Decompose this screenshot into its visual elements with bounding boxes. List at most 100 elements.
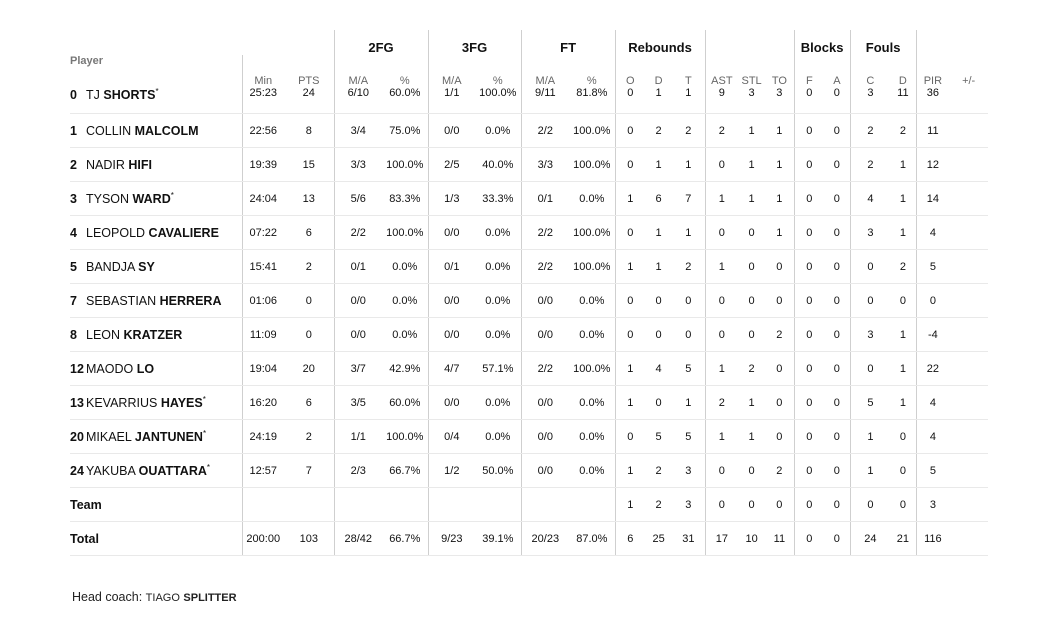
stat-ft-pct: 0.0% (569, 317, 616, 352)
player-cell[interactable]: 1 COLLIN MALCOLM (70, 113, 242, 148)
column-header-ast[interactable]: AST (704, 55, 739, 87)
player-cell[interactable]: 20 MIKAEL JANTUNEN* (70, 419, 242, 454)
stat-2fg-ma: 3/7 (333, 351, 383, 386)
column-header-min[interactable]: Min (241, 55, 284, 87)
stat-plus-minus (949, 317, 989, 352)
stat-ft-pct: 100.0% (569, 147, 616, 182)
stat-foul-c: 2 (849, 147, 891, 182)
column-header-reb-o[interactable]: O (614, 55, 646, 87)
team-label: Team (70, 487, 242, 522)
stat-pts: 7 (284, 453, 335, 488)
group-header-ft: FT (520, 30, 616, 55)
column-header-pts[interactable]: PTS (298, 75, 320, 87)
column-header-pir[interactable]: PIR (915, 55, 950, 87)
stat-foul-c: 0 (849, 487, 891, 522)
stat-stl: 1 (738, 181, 766, 216)
stat-3fg-pct: 39.1% (475, 521, 522, 556)
group-header-rebounds: Rebounds (614, 30, 706, 55)
stat-foul-c: 3 (849, 87, 891, 114)
player-cell[interactable]: 0 TJ SHORTS* (70, 87, 242, 114)
stat-blk-f: 0 (793, 317, 825, 352)
stat-pts: 20 (284, 351, 335, 386)
stat-3fg-pct: 57.1% (475, 351, 522, 386)
column-header-foul-c[interactable]: C (849, 55, 891, 87)
player-cell[interactable]: 5 BANDJA SY (70, 249, 242, 284)
column-header-foul-d[interactable]: D (898, 75, 907, 87)
stat-pts: 6 (284, 385, 335, 420)
player-cell[interactable]: 8 LEON KRATZER (70, 317, 242, 352)
column-header-reb-t[interactable]: T (684, 75, 692, 87)
player-cell[interactable]: 12 MAODO LO (70, 351, 242, 386)
player-cell[interactable]: 13 KEVARRIUS HAYES* (70, 385, 242, 420)
stat-stl: 1 (738, 385, 766, 420)
stat-foul-c: 3 (849, 215, 891, 250)
column-header-ft-ma[interactable]: M/A (520, 55, 570, 87)
stat-reb-d: 25 (645, 521, 673, 556)
player-number: 0 (70, 88, 77, 103)
table-row: 3 TYSON WARD* 24:04 13 5/6 83.3% 1/3 33.3% 0/1 0.… (70, 181, 989, 216)
player-first-name: SEBASTIAN (86, 293, 157, 308)
stat-2fg-pct: 66.7% (382, 453, 429, 488)
stat-reb-d: 0 (645, 317, 673, 352)
starter-mark: * (202, 428, 207, 438)
stat-2fg-pct: 60.0% (382, 87, 429, 114)
stat-3fg-pct: 0.0% (475, 113, 522, 148)
column-header-2fg-pct[interactable]: % (399, 75, 410, 87)
player-first-name: YAKUBA (86, 464, 136, 479)
stat-ft-ma: 0/0 (520, 385, 570, 420)
stat-reb-t: 1 (672, 147, 706, 182)
column-header-to[interactable]: TO (771, 75, 787, 87)
stat-reb-o: 1 (614, 487, 646, 522)
player-cell[interactable]: 2 NADIR HIFI (70, 147, 242, 182)
stat-stl: 0 (738, 453, 766, 488)
player-cell[interactable]: 7 SEBASTIAN HERRERA (70, 283, 242, 318)
stat-pir: 3 (915, 487, 950, 522)
stat-3fg-ma: 0/0 (427, 215, 476, 250)
column-header-3fg-pct[interactable]: % (492, 75, 503, 87)
player-first-name: COLLIN (86, 123, 132, 138)
stat-blk-a: 0 (824, 317, 851, 352)
table-row: 7 SEBASTIAN HERRERA 01:06 0 0/0 0.0% 0/0 0.0% 0/… (70, 283, 989, 318)
player-number: 8 (70, 327, 77, 342)
stat-ast: 1 (704, 419, 739, 454)
stat-blk-f: 0 (793, 453, 825, 488)
stat-to: 3 (765, 87, 795, 114)
player-cell[interactable]: 24 YAKUBA OUATTARA* (70, 453, 242, 488)
player-cell[interactable]: 3 TYSON WARD* (70, 181, 242, 216)
stat-plus-minus (949, 283, 989, 318)
column-header-3fg-ma[interactable]: M/A (427, 55, 476, 87)
column-header-ft-pct[interactable]: % (586, 75, 597, 87)
stat-to: 1 (765, 147, 795, 182)
column-header-blk-f[interactable]: F (793, 55, 825, 87)
stat-reb-d: 1 (645, 249, 673, 284)
stat-pir: 14 (915, 181, 950, 216)
stat-blk-f: 0 (793, 249, 825, 284)
stat-2fg-pct: 66.7% (382, 521, 429, 556)
column-header-2fg-ma[interactable]: M/A (333, 55, 383, 87)
stat-ft-ma: 3/3 (520, 147, 570, 182)
stat-3fg-pct: 33.3% (475, 181, 522, 216)
stat-plus-minus (949, 419, 989, 454)
stat-min (241, 487, 284, 522)
stat-foul-d: 0 (890, 453, 917, 488)
stat-to: 2 (765, 317, 795, 352)
column-group-header-row: 2FG 3FG FT Rebounds Blocks Fouls (70, 30, 989, 55)
column-header-player[interactable]: Player (70, 55, 104, 67)
stat-ft-pct: 0.0% (569, 453, 616, 488)
stat-blk-f: 0 (793, 283, 825, 318)
player-cell[interactable]: 4 LEOPOLD CAVALIERE (70, 215, 242, 250)
player-last-name: HERRERA (159, 293, 222, 308)
stat-blk-a: 0 (824, 487, 851, 522)
stat-2fg-ma: 3/4 (333, 113, 383, 148)
stat-reb-d: 1 (645, 87, 673, 114)
column-header-stl[interactable]: STL (741, 75, 762, 87)
stat-2fg-ma: 5/6 (333, 181, 383, 216)
column-header-plus-minus[interactable]: +/- (962, 75, 976, 87)
stat-3fg-pct: 0.0% (475, 419, 522, 454)
column-header-reb-d[interactable]: D (654, 75, 663, 87)
stat-ft-ma: 2/2 (520, 113, 570, 148)
head-coach-label: Head coach: (72, 590, 143, 604)
stat-ft-pct: 100.0% (569, 249, 616, 284)
stat-blk-a: 0 (824, 385, 851, 420)
column-header-blk-a[interactable]: A (833, 75, 841, 87)
